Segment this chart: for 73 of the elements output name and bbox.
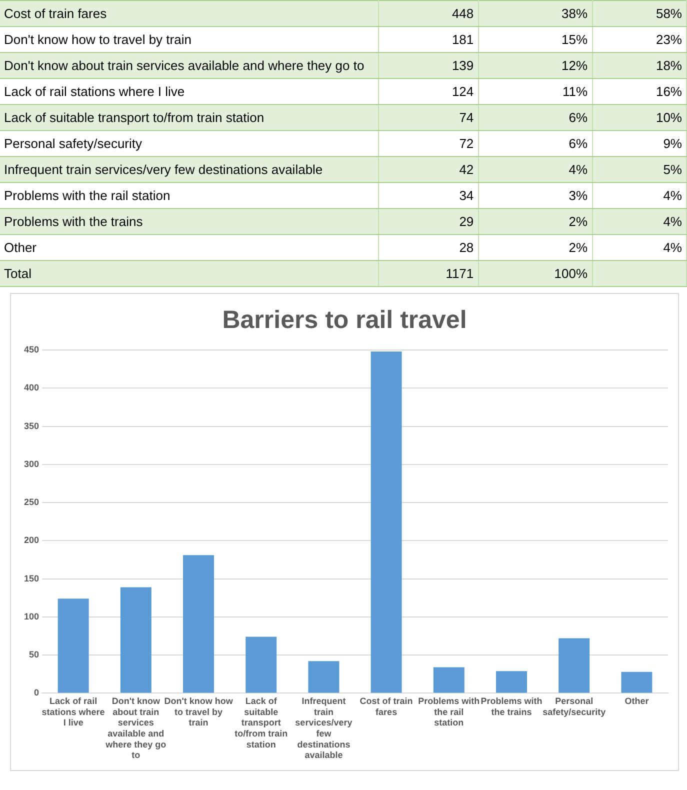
y-tick-label: 300	[24, 458, 40, 469]
data-label: 38%	[478, 0, 592, 26]
data-label: 12%	[478, 52, 592, 78]
data-label: 4%	[592, 208, 686, 234]
bar	[120, 587, 152, 693]
bar	[433, 667, 464, 693]
category-label: Lack of suitable transport to/from train station	[0, 104, 378, 130]
x-tick-label: Other	[624, 696, 650, 706]
bar	[370, 352, 402, 693]
data-label: 58%	[592, 0, 686, 26]
y-tick-label: 50	[29, 650, 40, 660]
x-tick-label: Infrequent train services/very few destinations available	[295, 696, 352, 760]
data-label: 9%	[592, 130, 686, 156]
data-label: 139	[378, 52, 478, 78]
y-tick-label: 250	[24, 497, 40, 508]
y-tick-label: 350	[24, 420, 40, 431]
x-tick-label: Problems with the rail station	[418, 696, 480, 728]
chart-title: Barriers to rail travel	[222, 306, 467, 334]
data-label: 16%	[592, 78, 686, 104]
data-label: 4%	[478, 156, 592, 182]
x-tick-label: Lack of rail stations where I live	[42, 696, 105, 728]
data-label: 11%	[478, 78, 592, 104]
x-tick-label: Personal safety/security	[542, 696, 606, 717]
category-label: Total	[0, 260, 378, 286]
data-label: 10%	[592, 104, 686, 130]
data-label: 4%	[592, 182, 686, 208]
category-label: Cost of train fares	[0, 0, 378, 26]
data-label: 15%	[478, 26, 592, 52]
data-label: 72	[378, 130, 478, 156]
x-tick-label: Cost of train fares	[360, 696, 413, 717]
bar	[58, 598, 89, 693]
category-label: Lack of rail stations where I live	[0, 78, 378, 104]
data-label: 100%	[478, 260, 592, 286]
y-tick-label: 400	[24, 382, 40, 393]
y-tick-label: 100	[24, 611, 40, 622]
category-label: Problems with the trains	[0, 208, 378, 234]
category-label: Don't know about train services available and where they go to	[0, 52, 378, 78]
data-label: 28	[378, 234, 478, 260]
data-label: 448	[378, 0, 478, 26]
data-label: 124	[378, 78, 478, 104]
data-label: 29	[378, 208, 478, 234]
data-label: 181	[378, 26, 478, 52]
bar	[496, 671, 527, 693]
data-label: 4%	[592, 234, 686, 260]
data-label: 34	[378, 182, 478, 208]
data-label: 2%	[478, 234, 592, 260]
y-tick-label: 450	[24, 344, 40, 354]
category-label: Other	[0, 234, 378, 260]
y-tick-label: 0	[34, 688, 40, 698]
x-tick-label: Problems with the trains	[480, 696, 542, 717]
bar	[558, 638, 590, 693]
data-label: 3%	[478, 182, 592, 208]
bar	[183, 555, 214, 693]
data-label: 2%	[478, 208, 592, 234]
x-tick-label: Lack of suitable transport to/from train station	[234, 696, 288, 750]
data-label: 1171	[378, 260, 478, 286]
data-label: 6%	[478, 104, 592, 130]
category-label: Don't know how to travel by train	[0, 26, 378, 52]
category-label: Infrequent train services/very few destinations available	[0, 156, 378, 182]
category-label: Personal safety/security	[0, 130, 378, 156]
data-label: 18%	[592, 52, 686, 78]
y-tick-label: 150	[24, 573, 40, 584]
data-label: 23%	[592, 26, 686, 52]
data-label: 74	[378, 104, 478, 130]
bar	[308, 661, 340, 693]
category-label: Problems with the rail station	[0, 182, 378, 208]
x-tick-label: Don't know how to travel by train	[164, 696, 234, 728]
bar	[621, 672, 652, 693]
bar	[246, 636, 277, 693]
data-label: 42	[378, 156, 478, 182]
y-tick-label: 200	[24, 535, 40, 546]
data-label: 6%	[478, 130, 592, 156]
data-label: 5%	[592, 156, 686, 182]
